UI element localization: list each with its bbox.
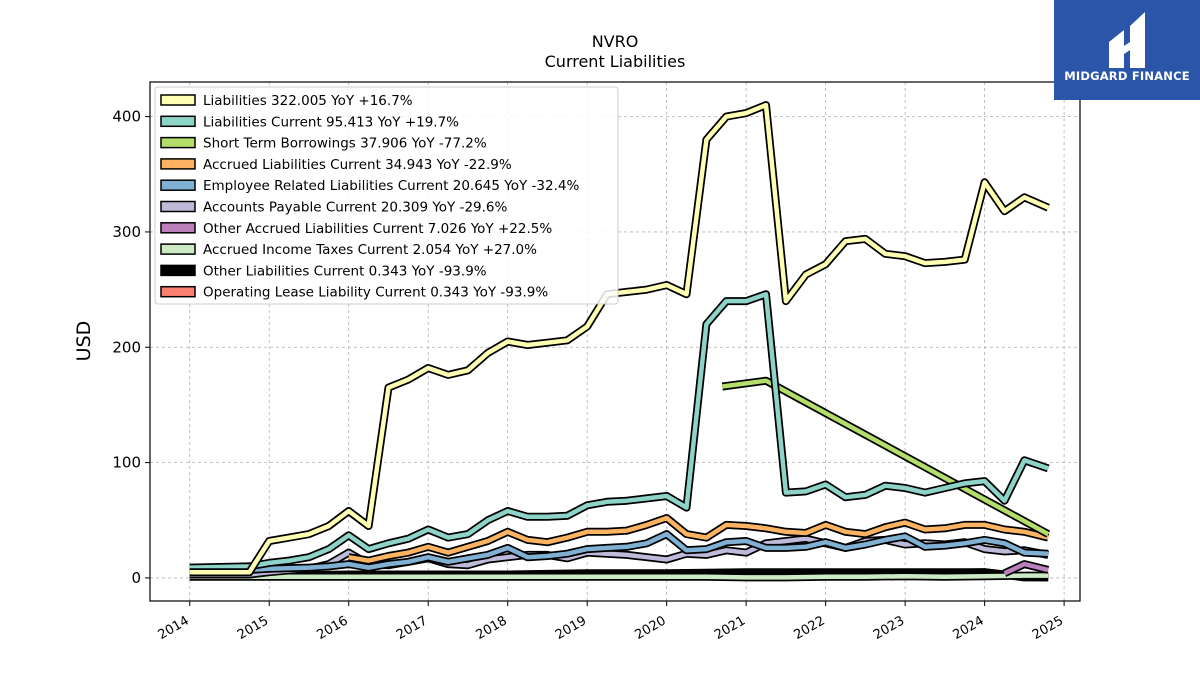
x-axis-ticks: 2014 2015 2016 2017 2018 2019 2020 2021 2022 2023… [156,601,1066,643]
legend-label: Accrued Income Taxes Current 2.054 YoY +… [203,242,537,258]
legend-label: Employee Related Liabilities Current 20.… [203,178,579,194]
legend-swatch [160,200,196,213]
legend-swatch [160,136,196,149]
legend-item: Employee Related Liabilities Current 20.… [160,178,579,194]
legend-swatch [160,243,196,255]
x-tick-label: 2014 [156,613,192,643]
y-tick-label: 300 [112,223,141,241]
brand-name: MIDGARD FINANCE [1064,69,1190,83]
y-axis-label: USD [73,321,95,362]
brand-logo: MIDGARD FINANCE [1054,0,1200,100]
series-4 [189,530,1049,574]
legend-label: Other Liabilities Current 0.343 YoY -93.… [203,263,487,279]
legend-swatch [160,179,196,191]
y-tick-label: 0 [131,569,141,587]
series-line [189,102,1050,575]
legend-swatch [160,264,196,277]
chart-subtitle: Current Liabilities [545,52,686,71]
x-tick-label: 2017 [394,613,430,643]
series-3 [348,514,1050,565]
x-tick-label: 2024 [950,613,986,643]
legend-label: Liabilities 322.005 YoY +16.7% [203,93,413,109]
y-axis-ticks: 0 100 200 300 400 [112,108,150,587]
legend-swatch [160,158,196,170]
series-1 [189,290,1050,572]
legend-item: Operating Lease Liability Current 0.343 … [160,285,548,301]
x-tick-label: 2019 [553,613,589,643]
y-tick-label: 200 [112,338,141,356]
legend-item: Accounts Payable Current 20.309 YoY -29.… [160,200,508,216]
series-0 [189,101,1050,577]
legend-label: Accrued Liabilities Current 34.943 YoY -… [203,157,512,173]
x-tick-label: 2015 [235,613,271,643]
x-tick-label: 2025 [1030,613,1066,643]
series-6 [1002,560,1050,577]
legend-item: Other Accrued Liabilities Current 7.026 … [160,221,552,237]
series-layer [189,101,1051,582]
series-line-outline [721,376,1051,538]
series-7 [189,571,1049,582]
legend-item: Liabilities 322.005 YoY +16.7% [160,93,413,109]
x-tick-label: 2016 [315,613,351,643]
x-tick-label: 2021 [712,613,748,643]
legend-label: Operating Lease Liability Current 0.343 … [203,285,548,301]
legend-swatch [160,115,196,128]
y-tick-label: 100 [112,454,141,472]
legend: Liabilities 322.005 YoY +16.7% Liabilitie… [154,86,619,305]
legend-item: Other Liabilities Current 0.343 YoY -93.… [160,263,487,279]
x-tick-label: 2023 [871,613,907,643]
series-line [189,573,1049,580]
series-line [189,531,1049,573]
legend-item: Short Term Borrowings 37.906 YoY -77.2% [160,136,487,152]
x-tick-label: 2018 [474,613,510,643]
legend-swatch [160,285,196,298]
legend-item: Liabilities Current 95.413 YoY +19.7% [160,114,459,130]
legend-label: Short Term Borrowings 37.906 YoY -77.2% [203,136,487,152]
series-line [189,291,1049,570]
plot-frame [149,81,1081,602]
chart-title: NVRO [592,32,639,51]
series-line [348,515,1049,563]
legend-item: Accrued Income Taxes Current 2.054 YoY +… [160,242,537,258]
legend-label: Other Accrued Liabilities Current 7.026 … [203,221,552,237]
legend-label: Liabilities Current 95.413 YoY +19.7% [203,114,459,130]
legend-swatch [160,222,196,234]
brand-logo-icon [1109,12,1145,68]
legend-label: Accounts Payable Current 20.309 YoY -29.… [203,200,508,216]
series-line [1003,561,1049,576]
legend-swatch [160,94,196,106]
series-2 [721,376,1051,538]
x-tick-label: 2022 [791,613,827,643]
legend-item: Accrued Liabilities Current 34.943 YoY -… [160,157,512,173]
legend-box [154,86,619,305]
y-tick-label: 400 [112,108,141,126]
x-tick-label: 2020 [633,613,669,643]
